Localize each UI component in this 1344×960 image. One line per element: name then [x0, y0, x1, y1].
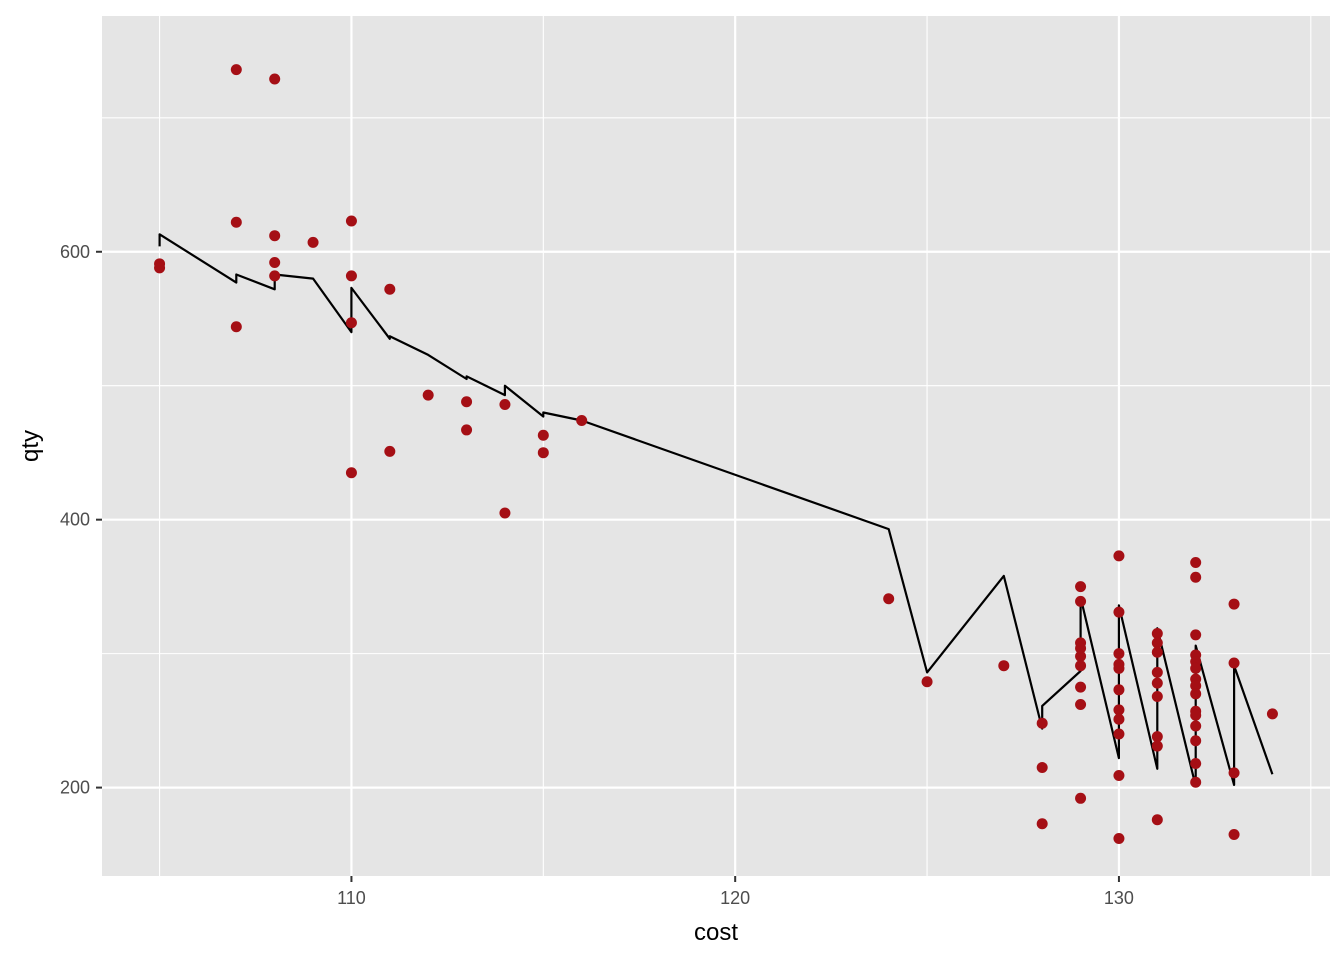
data-point: [1075, 650, 1087, 662]
data-point: [461, 396, 473, 408]
x-tick-label: 130: [1104, 888, 1134, 908]
grid-minor: [102, 16, 1330, 876]
data-point: [345, 215, 357, 227]
data-point: [1075, 681, 1087, 693]
data-point: [1113, 662, 1125, 674]
data-point: [230, 64, 242, 76]
data-point: [499, 507, 511, 519]
y-tick-label: 600: [60, 242, 90, 262]
data-point: [1228, 657, 1240, 669]
data-point: [269, 270, 281, 282]
data-point: [461, 424, 473, 436]
data-point: [1036, 717, 1048, 729]
data-point: [1151, 646, 1163, 658]
x-axis-ticks: 110 120 130: [337, 876, 1134, 908]
data-point: [1113, 770, 1125, 782]
data-point: [1190, 720, 1202, 732]
data-point: [1151, 731, 1163, 743]
data-point: [921, 676, 933, 688]
y-tick-label: 200: [60, 778, 90, 798]
y-axis-title: qty: [17, 430, 44, 462]
data-point: [384, 445, 396, 457]
data-point: [1075, 660, 1087, 672]
data-point: [1036, 818, 1048, 830]
data-point: [345, 317, 357, 329]
panel-background: [102, 16, 1330, 876]
data-point: [537, 429, 549, 441]
data-point: [269, 73, 281, 85]
data-point: [1228, 828, 1240, 840]
data-point: [1190, 735, 1202, 747]
data-point: [1151, 666, 1163, 678]
data-point: [345, 270, 357, 282]
data-point: [1190, 757, 1202, 769]
y-tick-label: 400: [60, 510, 90, 530]
data-point: [1113, 684, 1125, 696]
data-point: [422, 389, 434, 401]
y-axis-ticks: 200 400 600: [60, 242, 102, 798]
data-point: [1075, 642, 1087, 654]
data-point: [1151, 740, 1163, 752]
data-point: [1113, 728, 1125, 740]
data-point: [1151, 637, 1163, 649]
data-point: [1190, 629, 1202, 641]
data-point: [1190, 571, 1202, 583]
data-point: [1113, 713, 1125, 725]
data-point: [1113, 606, 1125, 618]
data-point: [1036, 761, 1048, 773]
data-point: [307, 236, 319, 248]
x-tick-label: 110: [337, 888, 366, 908]
data-point: [1151, 677, 1163, 689]
data-point: [499, 398, 511, 410]
data-point: [1190, 776, 1202, 788]
data-point: [883, 593, 895, 605]
data-point: [154, 262, 166, 274]
data-point: [1113, 648, 1125, 660]
series-line-group: [158, 233, 1274, 788]
data-point: [230, 216, 242, 228]
data-point: [1075, 581, 1087, 593]
data-point: [537, 447, 549, 459]
x-tick-label: 120: [720, 888, 750, 908]
data-point: [269, 230, 281, 242]
data-point: [1113, 550, 1125, 562]
data-point: [1113, 832, 1125, 844]
data-point: [1151, 690, 1163, 702]
data-point: [384, 283, 396, 295]
points-group: [154, 64, 1278, 844]
data-point: [1228, 767, 1240, 779]
data-point: [1190, 557, 1202, 569]
data-point: [576, 415, 588, 427]
series-line: [158, 233, 1274, 788]
data-point: [1113, 704, 1125, 716]
data-point: [1228, 598, 1240, 610]
data-point: [1151, 628, 1163, 640]
data-point: [1190, 688, 1202, 700]
data-point: [1190, 662, 1202, 674]
data-point: [1075, 699, 1087, 711]
data-point: [230, 321, 242, 333]
data-point: [1266, 708, 1278, 720]
data-point: [1190, 709, 1202, 721]
data-point: [998, 660, 1010, 672]
data-point: [1190, 680, 1202, 692]
x-axis-title: cost: [694, 919, 738, 946]
data-point: [1075, 595, 1087, 607]
data-point: [1075, 792, 1087, 804]
data-point: [1151, 814, 1163, 826]
data-point: [345, 467, 357, 479]
data-point: [269, 256, 281, 268]
